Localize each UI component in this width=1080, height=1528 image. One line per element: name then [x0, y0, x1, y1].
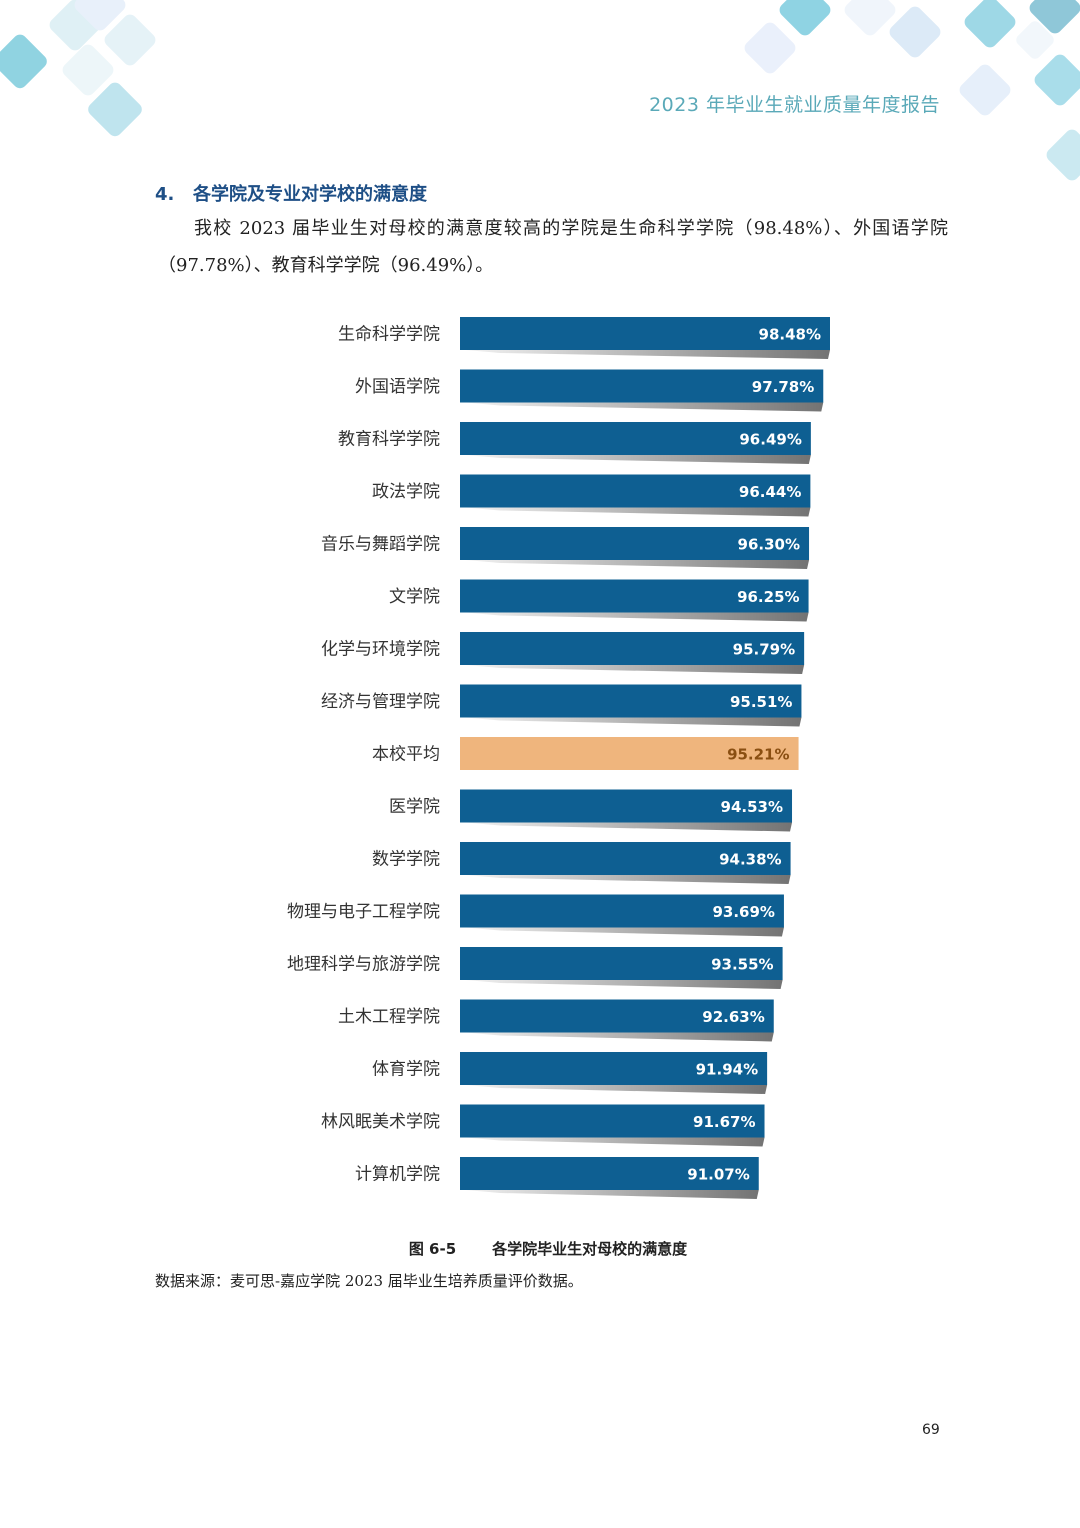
- bar-shadow: [466, 1190, 759, 1199]
- bar-value-label: 92.63%: [702, 1008, 764, 1026]
- bar: [460, 1157, 759, 1190]
- bar-value-label: 94.53%: [721, 798, 783, 816]
- intro-paragraph: 我校 2023 届毕业生对母校的满意度较高的学院是生命科学学院（98.48%）、…: [158, 218, 948, 276]
- bar-label: 音乐与舞蹈学院: [321, 535, 440, 555]
- bar-label: 地理科学与旅游学院: [287, 955, 440, 975]
- bar-value-label: 91.67%: [693, 1113, 755, 1131]
- bar-shadow: [466, 665, 805, 674]
- bar: [460, 999, 774, 1033]
- section-title: 各学院及专业对学校的满意度: [193, 184, 427, 205]
- header-decoration: [0, 0, 1080, 181]
- report-title: 2023 年毕业生就业质量年度报告: [649, 94, 940, 116]
- bar-value-label: 96.44%: [739, 483, 801, 501]
- bar-label: 数学学院: [372, 850, 440, 870]
- satisfaction-bar-chart: 生命科学学院 98.48% 外国语学院 97.78% 教育科学学院 96.49% 政法学院 9…: [287, 317, 830, 1199]
- bar-label: 林风眠美术学院: [321, 1112, 440, 1132]
- bar-value-label: 95.51%: [730, 693, 792, 711]
- data-source-note: 数据来源：麦可思-嘉应学院 2023 届毕业生培养质量评价数据。: [155, 1272, 583, 1290]
- bar-shadow: [466, 822, 793, 832]
- bar-label: 本校平均: [372, 745, 440, 765]
- bar-label: 经济与管理学院: [321, 692, 440, 712]
- bar: [460, 1104, 765, 1138]
- bar-shadow: [466, 980, 783, 989]
- bar-value-label: 94.38%: [719, 851, 781, 869]
- bar: [460, 842, 791, 875]
- bar-label: 外国语学院: [355, 377, 440, 397]
- bar-label: 化学与环境学院: [321, 640, 440, 660]
- bar-value-label: 95.21%: [727, 746, 789, 764]
- bar-shadow: [466, 927, 784, 937]
- bar-value-label: 97.78%: [752, 378, 814, 396]
- bar-shadow: [466, 402, 824, 412]
- page-number: 69: [922, 1422, 940, 1438]
- bar-label: 计算机学院: [355, 1165, 440, 1185]
- bar-value-label: 95.79%: [733, 641, 795, 659]
- bar-shadow: [466, 612, 809, 622]
- bar-label: 文学院: [389, 587, 440, 607]
- bar-value-label: 96.30%: [738, 536, 800, 554]
- bar-label: 医学院: [389, 797, 440, 817]
- bar: [460, 579, 809, 613]
- bar: [460, 684, 802, 718]
- bar-value-label: 96.25%: [737, 588, 799, 606]
- bar: [460, 474, 811, 508]
- bar-shadow: [466, 1085, 768, 1094]
- figure-title: 各学院毕业生对母校的满意度: [492, 1240, 688, 1258]
- bar-label: 教育科学学院: [338, 430, 440, 450]
- section-heading: 4. 各学院及专业对学校的满意度: [155, 180, 427, 206]
- bar-label: 体育学院: [372, 1060, 440, 1080]
- bar-label: 政法学院: [372, 482, 440, 502]
- bar-value-label: 93.55%: [711, 956, 773, 974]
- bar-shadow: [466, 350, 830, 359]
- bar: [460, 947, 783, 980]
- bar-value-label: 91.94%: [696, 1061, 758, 1079]
- bar-value-label: 91.07%: [687, 1166, 749, 1184]
- bar: [460, 789, 793, 823]
- bar-value-label: 96.49%: [739, 431, 801, 449]
- bar-shadow: [466, 507, 811, 517]
- bar-label: 生命科学学院: [338, 325, 440, 345]
- bar-shadow: [466, 717, 802, 727]
- bar-value-label: 98.48%: [759, 326, 821, 344]
- bar-label: 物理与电子工程学院: [287, 902, 440, 922]
- figure-number: 图 6-5: [408, 1240, 457, 1258]
- bar-shadow: [466, 1032, 774, 1042]
- bar: [460, 894, 784, 928]
- bar-shadow: [466, 875, 791, 884]
- bar-value-label: 93.69%: [712, 903, 774, 921]
- bar-average: [460, 737, 799, 770]
- bar: [460, 422, 811, 455]
- bar-shadow: [466, 560, 810, 569]
- bar-shadow: [466, 1137, 765, 1147]
- bar: [460, 632, 805, 665]
- bar: [460, 317, 830, 350]
- bar-shadow: [466, 455, 811, 464]
- figure-caption: 图 6-5 各学院毕业生对母校的满意度: [0, 1238, 1080, 1259]
- section-number: 4.: [155, 184, 175, 205]
- bar: [460, 369, 824, 403]
- bar: [460, 527, 810, 560]
- bar-label: 土木工程学院: [338, 1007, 440, 1027]
- bar: [460, 1052, 768, 1085]
